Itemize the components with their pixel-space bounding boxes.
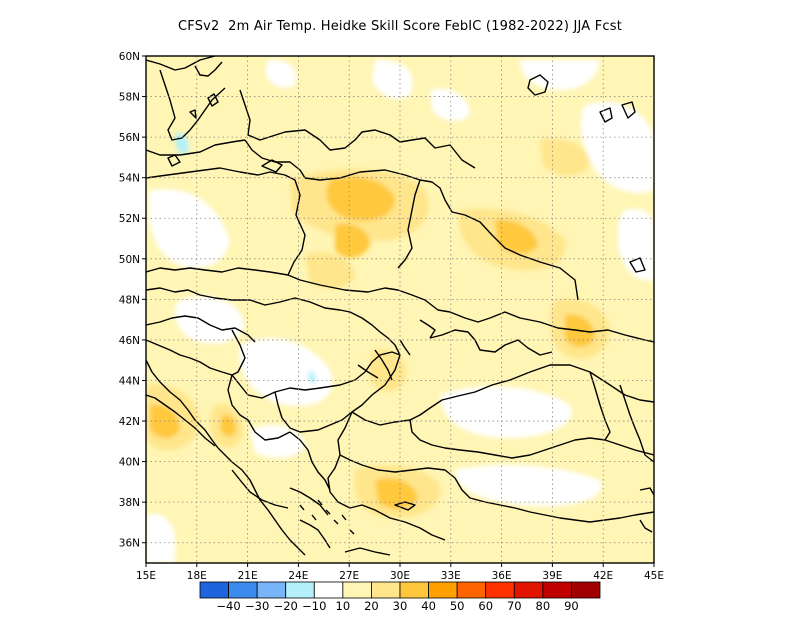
y-tick-label: 60N [119,51,140,63]
colorbar-label: −40 [216,599,240,613]
colorbar-swatch [342,581,372,599]
colorbar-swatch [399,581,429,599]
y-tick-label: 36N [119,538,140,550]
lat-lon-grid [146,56,654,563]
x-tick-label: 33E [441,570,461,582]
colorbar-label: −20 [274,599,298,613]
x-tick-label: 36E [492,570,512,582]
y-tick-label: 52N [119,213,140,225]
x-tick-label: 30E [390,570,410,582]
coastlines-borders [146,56,654,556]
colorbar-label: 30 [393,599,408,613]
colorbar-label: 50 [450,599,465,613]
y-tick-label: 40N [119,457,140,469]
colorbar-swatch [371,581,401,599]
colorbar-label: −30 [245,599,269,613]
x-tick-label: 21E [238,570,258,582]
axes: 15E 18E 21E 24E 27E 30E 33E 36E 39E 42E 45E 36N 38N 4… [119,51,664,582]
colorbar-label: 90 [564,599,579,613]
y-tick-label: 46N [119,335,140,347]
colorbar-swatch [256,581,287,599]
y-tick-label: 48N [119,294,140,306]
y-tick-label: 50N [119,254,140,266]
colorbar-label: 40 [421,599,436,613]
skill-field [146,56,654,563]
y-tick-label: 56N [119,132,140,144]
colorbar-swatch [313,581,344,599]
x-tick-label: 45E [644,570,664,582]
x-tick-label: 15E [136,570,156,582]
x-tick-label: 27E [339,570,359,582]
colorbar-swatch [228,581,258,599]
colorbar-swatch [571,581,601,599]
colorbar-label: 10 [336,599,351,613]
colorbar-swatch [485,581,515,599]
x-tick-label: 18E [187,570,207,582]
colorbar-swatch [542,581,572,599]
y-tick-label: 58N [119,92,140,104]
colorbar: −40 −30 −20 −10 10 20 30 40 50 60 70 80 90 [199,581,601,613]
colorbar-label: 60 [478,599,493,613]
colorbar-label: 70 [507,599,522,613]
colorbar-swatch [513,581,544,599]
x-tick-label: 42E [593,570,613,582]
colorbar-swatch [428,581,458,599]
x-tick-label: 24E [288,570,308,582]
colorbar-swatch [456,581,487,599]
map-title: CFSv2 2m Air Temp. Heidke Skill Score Fe… [177,19,623,34]
colorbar-label: −10 [302,599,326,613]
colorbar-label: 80 [536,599,551,613]
colorbar-label: 20 [364,599,379,613]
colorbar-swatch [199,581,229,599]
y-tick-label: 38N [119,497,140,509]
y-tick-label: 54N [119,173,140,185]
y-tick-label: 42N [119,416,140,428]
colorbar-swatch [285,581,315,599]
x-tick-label: 39E [542,570,562,582]
y-tick-label: 44N [119,375,140,387]
